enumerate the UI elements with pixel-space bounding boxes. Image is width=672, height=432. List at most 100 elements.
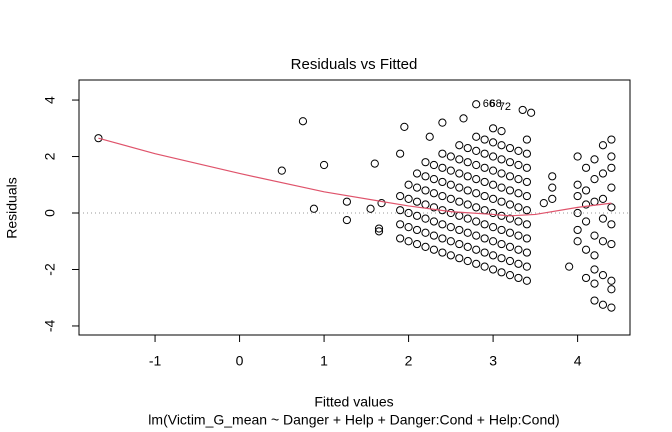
point xyxy=(412,239,422,249)
point xyxy=(488,152,498,161)
point xyxy=(446,152,455,161)
point xyxy=(514,245,523,254)
point xyxy=(463,256,472,266)
point xyxy=(581,186,591,195)
point xyxy=(480,234,489,243)
point xyxy=(522,276,531,285)
point xyxy=(459,114,468,123)
point xyxy=(590,296,599,305)
point xyxy=(429,175,439,184)
point xyxy=(607,183,616,192)
point xyxy=(472,217,481,226)
point xyxy=(429,203,439,212)
point xyxy=(505,256,515,266)
point xyxy=(514,273,523,283)
point xyxy=(505,214,515,223)
point xyxy=(421,172,430,181)
point xyxy=(590,175,599,184)
point xyxy=(488,237,498,246)
point xyxy=(488,223,498,232)
point xyxy=(463,186,472,195)
point xyxy=(488,265,498,274)
point xyxy=(412,225,422,235)
point xyxy=(514,189,523,198)
point xyxy=(455,183,464,192)
x-tick-label: -1 xyxy=(149,353,162,369)
point xyxy=(505,143,515,153)
point xyxy=(370,159,379,168)
point xyxy=(590,155,599,164)
point xyxy=(607,152,616,161)
point xyxy=(404,237,413,246)
point xyxy=(581,217,591,226)
point xyxy=(488,124,498,133)
point xyxy=(277,166,286,175)
point xyxy=(497,169,506,178)
x-tick-label: 4 xyxy=(574,353,582,369)
point xyxy=(598,194,608,203)
point xyxy=(480,149,489,158)
point xyxy=(548,183,557,192)
point xyxy=(421,186,430,195)
point xyxy=(472,203,481,212)
point xyxy=(429,217,439,226)
point xyxy=(514,259,523,268)
point xyxy=(522,248,531,257)
point xyxy=(497,155,506,164)
point xyxy=(463,242,472,251)
point xyxy=(598,300,608,309)
point xyxy=(514,217,523,226)
point xyxy=(421,242,430,251)
point xyxy=(497,239,506,249)
point xyxy=(455,155,464,164)
point xyxy=(446,208,455,218)
x-tick-label: 1 xyxy=(320,353,328,369)
point xyxy=(514,203,523,212)
point xyxy=(480,163,489,172)
point xyxy=(463,228,472,237)
point xyxy=(463,143,472,153)
point xyxy=(404,180,413,189)
point xyxy=(590,251,599,260)
point xyxy=(463,200,472,209)
point xyxy=(598,141,608,150)
point xyxy=(573,191,582,201)
point xyxy=(438,234,447,243)
point xyxy=(607,220,616,229)
point xyxy=(497,254,506,263)
point xyxy=(463,172,472,181)
point xyxy=(573,152,582,161)
point xyxy=(497,197,506,206)
subtitle: lm(Victim_G_mean ~ Danger + Help + Dange… xyxy=(148,412,559,428)
point xyxy=(548,172,557,181)
point xyxy=(573,225,582,235)
point xyxy=(598,214,608,223)
y-tick-label: 0 xyxy=(42,209,58,217)
point xyxy=(488,251,498,260)
point xyxy=(472,259,481,268)
point xyxy=(598,271,608,280)
point xyxy=(514,175,523,184)
point xyxy=(309,204,319,213)
point xyxy=(590,231,599,240)
point xyxy=(455,169,464,178)
point xyxy=(438,220,447,229)
chart-title: Residuals vs Fitted xyxy=(291,56,418,73)
point xyxy=(522,206,531,215)
point xyxy=(472,146,481,155)
point xyxy=(514,146,523,155)
y-tick-label: 4 xyxy=(42,96,58,104)
point xyxy=(421,214,430,223)
point xyxy=(581,245,591,254)
point xyxy=(522,191,531,201)
point xyxy=(607,135,616,144)
point xyxy=(421,200,430,209)
point xyxy=(438,177,447,187)
point xyxy=(94,134,103,143)
point xyxy=(298,117,308,126)
point xyxy=(429,245,439,254)
point xyxy=(421,158,430,167)
point xyxy=(472,175,481,184)
point xyxy=(446,180,455,189)
